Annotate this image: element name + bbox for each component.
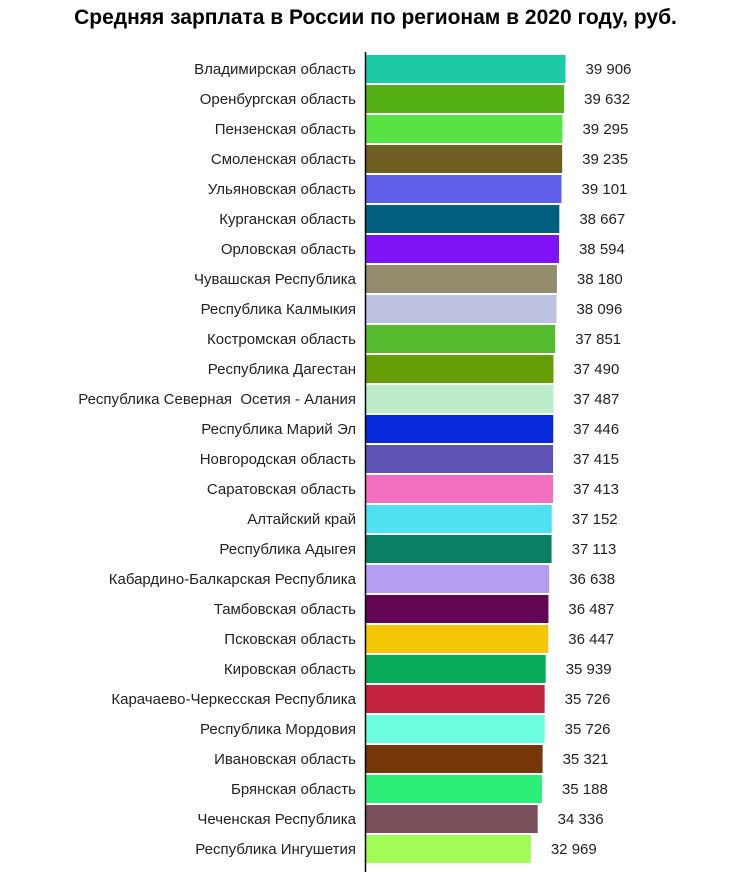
value-label: 36 487 [568,601,614,618]
bar [366,295,557,323]
category-label: Орловская область [221,241,356,258]
bar [366,445,554,473]
category-label: Республика Северная Осетия - Алания [78,391,356,408]
category-label: Республика Калмыкия [201,301,356,318]
bar [366,685,545,713]
bar [366,625,549,653]
labels-layer: Владимирская область 39 906 Оренбургская о… [78,61,631,858]
bar [366,655,546,683]
value-label: 39 295 [582,121,628,138]
value-label: 35 321 [563,751,609,768]
bar [366,715,545,743]
category-label: Чеченская Республика [197,811,356,828]
value-label: 36 447 [568,631,614,648]
category-label: Карачаево-Черкесская Республика [111,691,356,708]
category-label: Саратовская область [207,481,356,498]
value-label: 37 490 [573,361,619,378]
category-label: Курганская область [219,211,356,228]
value-label: 39 101 [582,181,628,198]
category-label: Новгородская область [200,451,356,468]
category-label: Ульяновская область [208,181,356,198]
bar [366,805,538,833]
value-label: 39 235 [582,151,628,168]
category-label: Оренбургская область [200,91,356,108]
value-label: 39 632 [584,91,630,108]
value-label: 38 180 [577,271,623,288]
bar [366,205,560,233]
value-label: 38 096 [576,301,622,318]
category-label: Пензенская область [215,121,356,138]
value-label: 37 446 [573,421,619,438]
bar [366,385,554,413]
bar [366,775,542,803]
value-label: 35 939 [566,661,612,678]
bar [366,115,563,143]
category-label: Тамбовская область [214,601,356,618]
bar [366,55,566,83]
category-label: Республика Ингушетия [195,841,356,858]
bar [366,505,552,533]
bar [366,265,557,293]
category-label: Кабардино-Балкарская Республика [109,571,357,588]
category-label: Республика Мордовия [200,721,356,738]
value-label: 37 415 [573,451,619,468]
category-label: Кировская область [224,661,356,678]
bar [366,535,552,563]
value-label: 35 726 [565,691,611,708]
category-label: Ивановская область [214,751,356,768]
category-label: Чувашская Республика [194,271,357,288]
value-label: 39 906 [586,61,632,78]
chart-title: Средняя зарплата в России по регионам в … [74,6,677,29]
value-label: 32 969 [551,841,597,858]
value-label: 34 336 [558,811,604,828]
bar [366,415,554,443]
value-label: 38 667 [579,211,625,228]
value-label: 36 638 [569,571,615,588]
bar [366,745,543,773]
value-label: 37 113 [572,541,617,558]
value-label: 37 487 [573,391,619,408]
category-label: Республика Марий Эл [201,421,356,438]
category-label: Алтайский край [247,511,356,528]
bar [366,325,556,353]
category-label: Владимирская область [194,61,356,78]
category-label: Смоленская область [211,151,356,168]
value-label: 35 188 [562,781,608,798]
bar [366,235,559,263]
bar [366,145,563,173]
value-label: 38 594 [579,241,625,258]
value-label: 37 851 [575,331,621,348]
category-label: Республика Адыгея [219,541,356,558]
category-label: Республика Дагестан [208,361,356,378]
bars-layer [366,55,566,863]
category-label: Костромская область [207,331,356,348]
bar [366,595,549,623]
bar [366,835,531,863]
value-label: 37 413 [573,481,619,498]
bar [366,355,554,383]
bar [366,175,562,203]
value-label: 37 152 [572,511,618,528]
category-label: Брянская область [231,781,356,798]
bar [366,475,554,503]
value-label: 35 726 [565,721,611,738]
bar [366,85,565,113]
bar [366,565,550,593]
category-label: Псковская область [224,631,356,648]
